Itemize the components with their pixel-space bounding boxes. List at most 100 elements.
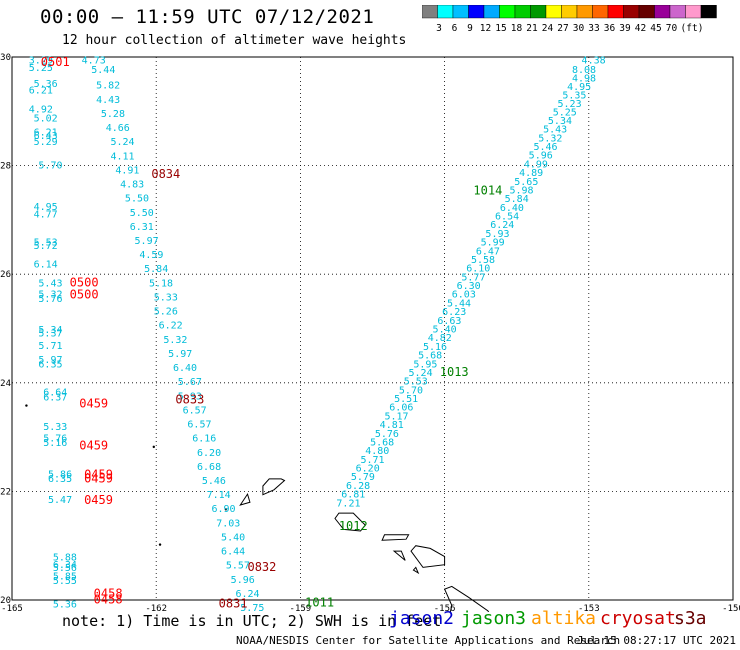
wave-height-value: 6.14: [34, 259, 58, 270]
pass-time-label: 1013: [440, 365, 469, 379]
legend-label: 45: [650, 23, 661, 34]
legend-label: 27: [557, 23, 568, 34]
pass-time-label: 0500: [70, 275, 99, 289]
wave-height-value: 6.30: [457, 281, 481, 292]
wave-height-value: 5.16: [43, 438, 67, 449]
wave-height-value: 5.36: [53, 599, 77, 610]
pass-time-label: 0501: [41, 55, 70, 69]
wave-height-value: 4.77: [34, 209, 58, 220]
satellite-cryosat: cryosat: [600, 608, 676, 629]
wave-height-value: 5.55: [53, 576, 77, 587]
legend-label: 18: [511, 23, 523, 34]
wave-height-value: 5.34: [548, 116, 572, 127]
legend-label: 12: [480, 23, 491, 34]
wave-height-value: 4.99: [524, 159, 548, 170]
legend-label: 3: [436, 23, 442, 34]
wave-height-value: 6.57: [183, 405, 207, 416]
wave-height-value: 6.28: [346, 481, 370, 492]
wave-height-value: 5.29: [34, 137, 58, 148]
wave-height-value: 5.32: [538, 133, 562, 144]
map-frame: [11, 56, 734, 601]
wave-height-value: 5.43: [38, 278, 62, 289]
x-tick-label: -153: [578, 604, 600, 612]
wave-height-value: 5.32: [163, 335, 187, 346]
pass-time-label: 0459: [84, 471, 113, 485]
islet-dot: [224, 508, 228, 511]
wave-height-value: 5.33: [154, 292, 178, 303]
wave-height-value: 4.59: [139, 250, 163, 261]
wave-height-value: 5.36: [34, 79, 58, 90]
island-outline: [412, 566, 420, 575]
pass-time-label: 0833: [175, 393, 204, 407]
wave-height-value: 5.98: [509, 185, 533, 196]
wave-height-value: 6.23: [442, 307, 466, 318]
wave-height-value: 5.53: [404, 377, 428, 388]
wave-height-value: 4.83: [120, 180, 144, 191]
wave-height-value: 5.18: [149, 278, 173, 289]
wave-height-value: 5.50: [130, 208, 154, 219]
wave-height-value: 4.95: [567, 82, 591, 93]
wave-height-value: 6.35: [38, 359, 62, 370]
legend-swatch: [700, 5, 717, 19]
wave-height-value: 6.03: [452, 290, 476, 301]
island-outline: [443, 585, 490, 612]
wave-height-value: 6.21: [34, 127, 58, 138]
wave-height-value: 4.89: [519, 168, 543, 179]
wave-height-value: 5.95: [413, 359, 437, 370]
wave-height-value: 5.26: [154, 307, 178, 318]
legend-label: (ft): [681, 23, 704, 34]
wave-height-value: 5.67: [178, 377, 202, 388]
wave-height-value: 6.43: [34, 131, 58, 142]
pass-time-label: 1012: [339, 519, 368, 533]
wave-height-value: 6.57: [187, 420, 211, 431]
wave-height-value: 4.73: [82, 56, 106, 67]
legend-label: 70: [666, 23, 678, 34]
wave-height-value: 6.10: [466, 264, 490, 275]
wave-height-value: 5.68: [370, 437, 394, 448]
wave-height-value: 5.44: [447, 298, 471, 309]
pass-time-label: 0459: [84, 493, 113, 507]
y-tick-label: 24: [0, 379, 11, 389]
wave-height-value: 5.51: [394, 394, 418, 405]
wave-height-value: 5.99: [481, 238, 505, 249]
wave-height-value: 4.92: [29, 105, 53, 116]
pass-time-label: 0500: [70, 288, 99, 302]
wave-height-value: 5.16: [423, 342, 447, 353]
wave-height-value: 5.50: [125, 194, 149, 205]
wave-height-value: 7.14: [207, 490, 231, 501]
wave-height-value: 5.97: [38, 355, 62, 366]
satellite-jason2: jason2: [389, 608, 455, 629]
x-tick-label: -165: [1, 604, 23, 612]
legend-label: 24: [542, 23, 554, 34]
wave-height-value: 5.17: [384, 411, 408, 422]
wave-height-value: 6.06: [389, 403, 413, 414]
islet-dot: [152, 445, 155, 449]
wave-height-map: -165 -162 -159 -156 -153 -150 30 28 26 24 22 20 4.73…: [0, 53, 740, 612]
wave-height-value: 6.34: [53, 560, 77, 571]
wave-height-value: 5.02: [34, 113, 58, 124]
wave-height-value: 4.98: [572, 74, 596, 85]
legend-label: 30: [573, 23, 585, 34]
wave-height-value: 5.34: [38, 325, 62, 336]
x-tick-label: -162: [145, 604, 167, 612]
wave-height-value: 5.40: [221, 532, 245, 543]
wave-height-value: 5.97: [135, 236, 159, 247]
wave-height-value: 3.29: [29, 56, 53, 67]
wave-height-value: 5.43: [543, 125, 567, 136]
wave-height-value: 6.81: [341, 490, 365, 501]
wave-height-value: 5.46: [202, 476, 226, 487]
wave-height-value: 6.24: [235, 589, 259, 600]
wave-height-value: 6.68: [197, 462, 221, 473]
wave-height-value: 7.03: [216, 518, 240, 529]
y-tick-label: 30: [0, 53, 11, 63]
wave-height-value: 5.32: [38, 290, 62, 301]
wave-height-value: 4.11: [111, 151, 135, 162]
wave-height-value: 6.63: [437, 316, 461, 327]
units-note: note: 1) Time is in UTC; 2) SWH is in fe…: [62, 612, 442, 630]
wave-height-value: 6.47: [476, 246, 500, 257]
wave-height-value: 5.82: [96, 81, 120, 92]
legend-label: 36: [604, 23, 616, 34]
satellite-s3a: s3a: [674, 608, 707, 629]
pass-time-label: 1011: [305, 596, 334, 610]
pass-time-label: 0459: [79, 439, 108, 453]
